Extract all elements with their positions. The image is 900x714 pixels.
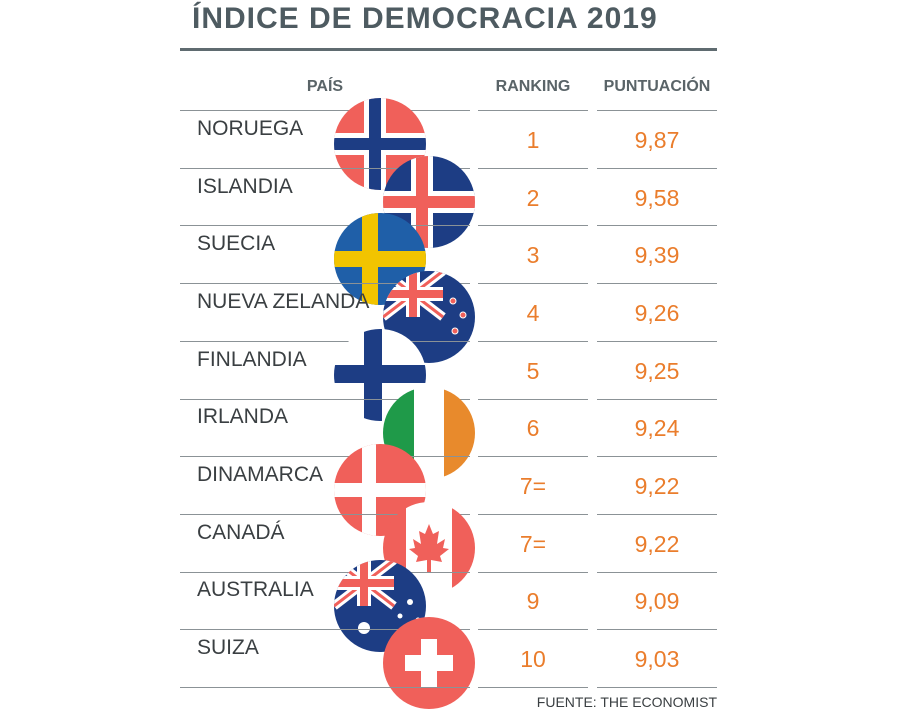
iceland-flag-icon <box>383 156 475 248</box>
rank-value: 4 <box>526 300 540 326</box>
row-divider <box>180 399 470 400</box>
country-label: SUECIA <box>197 232 276 255</box>
row-divider <box>478 456 588 457</box>
rank-value: 5 <box>526 358 540 384</box>
row-divider <box>597 456 717 457</box>
row-divider <box>597 341 717 342</box>
row-divider <box>478 629 588 630</box>
country-label: ISLANDIA <box>197 175 293 198</box>
row-divider <box>597 399 717 400</box>
row-divider <box>597 572 717 573</box>
row-divider <box>478 341 588 342</box>
column-header-score: PUNTUACIÓN <box>603 78 711 95</box>
row-divider <box>180 629 470 630</box>
row-divider <box>180 687 470 688</box>
score-value: 9,26 <box>634 300 680 326</box>
score-value: 9,22 <box>634 473 680 499</box>
column-header-country: PAÍS <box>306 78 344 95</box>
row-divider <box>180 283 470 284</box>
chart-title: ÍNDICE DE DEMOCRACIA 2019 <box>192 2 658 35</box>
rank-value: 7= <box>519 531 547 557</box>
country-label: FINLANDIA <box>197 348 307 371</box>
row-divider <box>478 399 588 400</box>
rank-value: 6 <box>526 415 540 441</box>
score-value: 9,25 <box>634 358 680 384</box>
row-divider <box>180 110 470 111</box>
country-label: NORUEGA <box>197 117 304 140</box>
rank-value: 1 <box>526 127 540 153</box>
row-divider <box>180 341 470 342</box>
row-divider <box>597 687 717 688</box>
title-rule <box>180 48 717 51</box>
row-divider <box>478 283 588 284</box>
row-divider <box>597 168 717 169</box>
country-label: CANADÁ <box>197 521 285 544</box>
australia-flag-icon <box>334 560 426 652</box>
row-divider <box>180 572 470 573</box>
score-value: 9,22 <box>634 531 680 557</box>
row-divider <box>478 572 588 573</box>
score-value: 9,03 <box>634 646 680 672</box>
country-label: DINAMARCA <box>197 463 324 486</box>
row-divider <box>180 225 470 226</box>
row-divider <box>597 629 717 630</box>
rank-value: 9 <box>526 588 540 614</box>
score-value: 9,24 <box>634 415 680 441</box>
rank-value: 10 <box>520 646 546 672</box>
rank-value: 2 <box>526 185 540 211</box>
row-divider <box>478 687 588 688</box>
row-divider <box>478 225 588 226</box>
row-divider <box>180 456 470 457</box>
row-divider <box>478 110 588 111</box>
rank-value: 3 <box>526 242 540 268</box>
score-value: 9,09 <box>634 588 680 614</box>
row-divider <box>597 283 717 284</box>
country-label: IRLANDA <box>197 405 289 428</box>
score-value: 9,58 <box>634 185 680 211</box>
rank-value: 7= <box>519 473 547 499</box>
row-divider <box>180 514 470 515</box>
source-note: FUENTE: THE ECONOMIST <box>536 694 717 710</box>
row-divider <box>597 514 717 515</box>
column-header-ranking: RANKING <box>495 78 571 95</box>
row-divider <box>478 514 588 515</box>
row-divider <box>597 110 717 111</box>
score-value: 9,87 <box>634 127 680 153</box>
row-divider <box>597 225 717 226</box>
row-divider <box>478 168 588 169</box>
score-value: 9,39 <box>634 242 680 268</box>
switzerland-flag-icon <box>383 617 475 709</box>
country-label: AUSTRALIA <box>197 578 314 601</box>
country-label: SUIZA <box>197 636 259 659</box>
row-divider <box>180 168 470 169</box>
country-label: NUEVA ZELANDA <box>197 290 370 313</box>
